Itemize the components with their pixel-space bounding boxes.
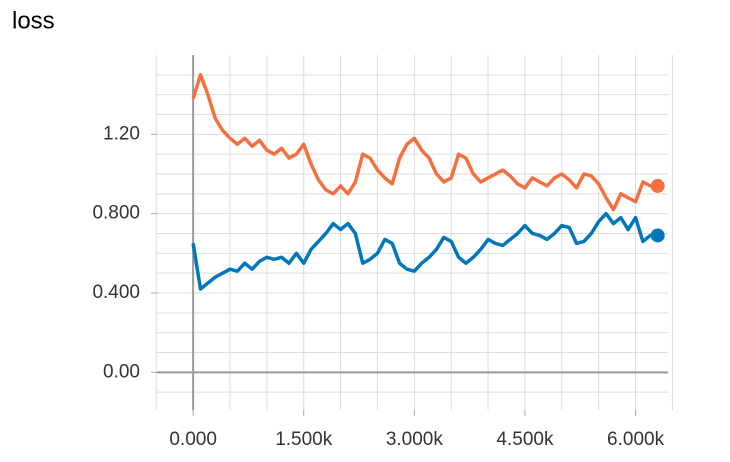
x-tick-label: 6.000k xyxy=(607,429,665,450)
y-tick-label: 0.400 xyxy=(92,282,140,303)
x-tick-label: 3.000k xyxy=(386,429,444,450)
x-tick-label: 1.500k xyxy=(275,429,333,450)
chart-title: loss xyxy=(12,7,55,34)
series-line xyxy=(191,211,658,291)
y-tick-label: 0.00 xyxy=(103,361,140,382)
y-tick-label: 1.20 xyxy=(103,123,140,144)
x-tick-label: 0.000 xyxy=(169,429,217,450)
x-tick-label: 4.500k xyxy=(496,429,554,450)
y-tick-label: 0.800 xyxy=(92,203,140,224)
series-line xyxy=(191,73,658,212)
end-point xyxy=(650,228,665,243)
end-point xyxy=(650,178,665,193)
